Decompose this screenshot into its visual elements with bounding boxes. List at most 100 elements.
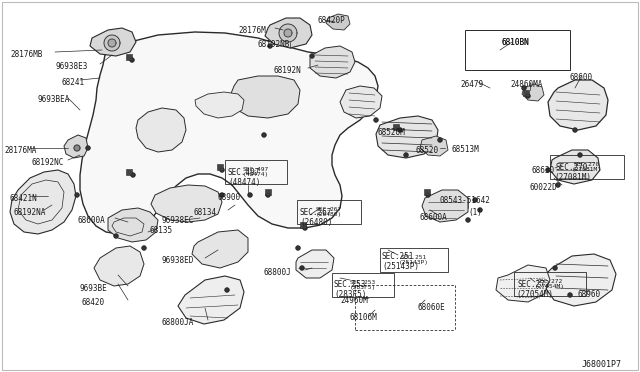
Polygon shape	[75, 193, 79, 197]
Polygon shape	[544, 254, 616, 306]
Polygon shape	[64, 135, 88, 158]
Text: (27054M): (27054M)	[516, 290, 553, 299]
Text: 68420P: 68420P	[318, 16, 346, 25]
Text: 08543-51642: 08543-51642	[440, 196, 491, 205]
Polygon shape	[192, 230, 248, 268]
Text: 96938E3: 96938E3	[56, 62, 88, 71]
Bar	[300, 222, 306, 228]
Polygon shape	[522, 84, 544, 101]
Text: SEC.272
(27054M): SEC.272 (27054M)	[535, 279, 565, 289]
Text: SEC.253: SEC.253	[334, 280, 366, 289]
Polygon shape	[548, 80, 608, 130]
Polygon shape	[556, 183, 560, 187]
Text: 68600A: 68600A	[420, 213, 448, 222]
Text: 60022D: 60022D	[530, 183, 557, 192]
Polygon shape	[80, 32, 378, 234]
Bar	[265, 189, 271, 195]
Text: 68800J: 68800J	[263, 268, 291, 277]
Polygon shape	[131, 173, 135, 177]
Polygon shape	[94, 246, 144, 286]
Bar	[217, 164, 223, 170]
Text: SEC.270: SEC.270	[556, 163, 588, 172]
Polygon shape	[573, 128, 577, 132]
Polygon shape	[374, 118, 378, 122]
Polygon shape	[398, 128, 402, 132]
Polygon shape	[496, 265, 550, 302]
Text: 6810BN: 6810BN	[502, 38, 530, 47]
Text: 68630: 68630	[532, 166, 555, 175]
Bar	[332, 273, 394, 297]
Polygon shape	[268, 44, 272, 48]
Text: 68192NB: 68192NB	[258, 40, 291, 49]
Text: 68520M: 68520M	[378, 128, 406, 137]
Polygon shape	[303, 226, 307, 230]
Bar	[126, 54, 132, 60]
Polygon shape	[296, 246, 300, 250]
Text: 9693BEA: 9693BEA	[38, 95, 70, 104]
Text: 68060E: 68060E	[418, 303, 445, 312]
Text: 28176M: 28176M	[238, 26, 266, 35]
Polygon shape	[340, 86, 382, 118]
Polygon shape	[473, 198, 477, 202]
Text: 68900: 68900	[218, 193, 241, 202]
Polygon shape	[74, 145, 80, 151]
Text: (283F5): (283F5)	[334, 290, 366, 299]
Polygon shape	[310, 46, 355, 78]
Text: SEC.270
(27081M): SEC.270 (27081M)	[572, 161, 602, 172]
Polygon shape	[262, 133, 266, 137]
Bar	[550, 155, 624, 179]
Polygon shape	[578, 153, 582, 157]
Text: 96938ED: 96938ED	[162, 256, 195, 265]
Text: 68600: 68600	[570, 73, 593, 82]
Text: 68192NA: 68192NA	[14, 208, 46, 217]
Polygon shape	[376, 116, 438, 158]
Polygon shape	[230, 76, 300, 118]
Polygon shape	[422, 190, 468, 222]
Bar	[424, 189, 430, 195]
Text: SEC.267
(26480): SEC.267 (26480)	[316, 206, 342, 217]
Text: 28176MB: 28176MB	[10, 50, 42, 59]
Text: (48474): (48474)	[228, 178, 260, 187]
Polygon shape	[220, 193, 224, 197]
Text: 68421N: 68421N	[10, 194, 38, 203]
Polygon shape	[142, 246, 146, 250]
Polygon shape	[300, 266, 304, 270]
Polygon shape	[195, 92, 244, 118]
Polygon shape	[420, 136, 448, 156]
Text: J68001P7: J68001P7	[582, 360, 622, 369]
Text: (26480): (26480)	[300, 218, 332, 227]
Polygon shape	[279, 24, 297, 42]
Text: 68106M: 68106M	[350, 313, 378, 322]
Text: 68135: 68135	[150, 226, 173, 235]
Text: 26479: 26479	[460, 80, 483, 89]
Text: 68420: 68420	[82, 298, 105, 307]
Polygon shape	[478, 208, 482, 212]
Polygon shape	[151, 185, 222, 222]
Text: SEC.497: SEC.497	[228, 168, 260, 177]
Bar	[514, 272, 586, 296]
Polygon shape	[136, 108, 186, 152]
Polygon shape	[178, 276, 244, 324]
Text: (27081M): (27081M)	[554, 173, 591, 182]
Text: 68800JA: 68800JA	[162, 318, 195, 327]
Text: SEC.272: SEC.272	[518, 280, 550, 289]
Text: 68520: 68520	[416, 146, 439, 155]
Polygon shape	[466, 218, 470, 222]
Polygon shape	[310, 54, 314, 58]
Text: 68134: 68134	[194, 208, 217, 217]
Polygon shape	[426, 193, 430, 197]
Polygon shape	[265, 18, 312, 48]
Text: 68241: 68241	[62, 78, 85, 87]
Text: 68960: 68960	[578, 290, 601, 299]
Text: SEC.253
(283F5): SEC.253 (283F5)	[350, 280, 376, 291]
Polygon shape	[10, 170, 76, 234]
Bar	[126, 169, 132, 175]
Polygon shape	[114, 234, 118, 238]
Polygon shape	[553, 266, 557, 270]
Polygon shape	[546, 168, 550, 172]
Text: SEC.497
(48474): SEC.497 (48474)	[243, 167, 269, 177]
Polygon shape	[108, 208, 158, 242]
Polygon shape	[266, 193, 270, 197]
Bar	[393, 124, 399, 130]
Text: SEC.251: SEC.251	[382, 252, 414, 261]
